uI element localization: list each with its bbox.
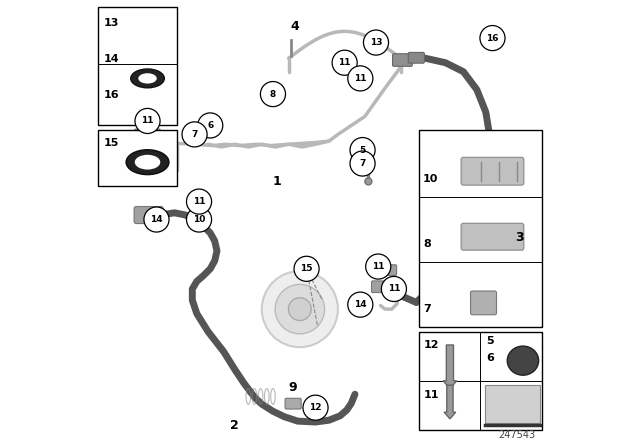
Ellipse shape — [508, 346, 539, 375]
Circle shape — [381, 276, 406, 302]
Text: 15: 15 — [104, 138, 119, 148]
FancyBboxPatch shape — [419, 332, 541, 430]
Circle shape — [348, 292, 373, 317]
Circle shape — [260, 82, 285, 107]
Text: 9: 9 — [289, 380, 297, 394]
Ellipse shape — [131, 69, 164, 88]
Text: 8: 8 — [270, 90, 276, 99]
Text: 16: 16 — [104, 90, 119, 99]
Circle shape — [350, 151, 375, 176]
FancyBboxPatch shape — [99, 130, 177, 186]
Text: 11: 11 — [354, 74, 367, 83]
FancyBboxPatch shape — [134, 207, 163, 224]
Text: 7: 7 — [191, 130, 198, 139]
Circle shape — [480, 26, 505, 51]
FancyArrow shape — [443, 345, 457, 389]
Circle shape — [182, 122, 207, 147]
Text: 247543: 247543 — [499, 431, 536, 440]
Circle shape — [365, 178, 372, 185]
Polygon shape — [485, 385, 540, 423]
FancyBboxPatch shape — [134, 140, 165, 157]
Text: 13: 13 — [370, 38, 382, 47]
Text: 11: 11 — [339, 58, 351, 67]
Circle shape — [186, 189, 212, 214]
Text: 14: 14 — [104, 54, 119, 64]
Text: 11: 11 — [388, 284, 400, 293]
Circle shape — [289, 298, 311, 321]
Text: 7: 7 — [423, 304, 431, 314]
Text: 11: 11 — [193, 197, 205, 206]
Circle shape — [364, 30, 388, 55]
FancyBboxPatch shape — [99, 7, 177, 125]
FancyBboxPatch shape — [381, 265, 397, 276]
FancyBboxPatch shape — [285, 398, 301, 409]
Text: 2: 2 — [230, 419, 239, 432]
FancyBboxPatch shape — [371, 281, 388, 293]
Circle shape — [135, 108, 160, 134]
Ellipse shape — [138, 73, 157, 84]
Ellipse shape — [135, 155, 160, 169]
Text: 14: 14 — [150, 215, 163, 224]
Circle shape — [365, 254, 391, 279]
Text: 12: 12 — [309, 403, 322, 412]
Circle shape — [186, 207, 212, 232]
FancyArrow shape — [444, 385, 456, 419]
Circle shape — [303, 395, 328, 420]
Circle shape — [275, 284, 324, 334]
Text: 11: 11 — [372, 262, 385, 271]
FancyBboxPatch shape — [134, 129, 161, 143]
Text: 7: 7 — [360, 159, 365, 168]
Text: 8: 8 — [423, 239, 431, 249]
Text: 6: 6 — [486, 353, 493, 363]
Circle shape — [332, 50, 357, 75]
FancyBboxPatch shape — [461, 223, 524, 250]
Text: 13: 13 — [104, 18, 119, 28]
Text: 12: 12 — [424, 340, 440, 349]
Text: 10: 10 — [423, 174, 438, 184]
Text: 16: 16 — [486, 34, 499, 43]
Circle shape — [294, 256, 319, 281]
FancyBboxPatch shape — [408, 52, 424, 63]
Text: 1: 1 — [273, 175, 282, 188]
FancyBboxPatch shape — [419, 130, 541, 327]
FancyBboxPatch shape — [461, 157, 524, 185]
Text: 11: 11 — [424, 390, 440, 400]
Text: 15: 15 — [300, 264, 313, 273]
Text: 11: 11 — [141, 116, 154, 125]
FancyBboxPatch shape — [392, 54, 412, 66]
Text: 4: 4 — [291, 20, 300, 34]
FancyBboxPatch shape — [470, 291, 497, 315]
Text: 6: 6 — [207, 121, 213, 130]
Text: 10: 10 — [193, 215, 205, 224]
Text: 5: 5 — [360, 146, 365, 155]
Circle shape — [198, 113, 223, 138]
Circle shape — [144, 207, 169, 232]
Text: 14: 14 — [354, 300, 367, 309]
Circle shape — [348, 66, 373, 91]
Text: 5: 5 — [486, 336, 493, 346]
Circle shape — [262, 271, 338, 347]
Text: 3: 3 — [515, 231, 524, 244]
Ellipse shape — [126, 150, 169, 174]
Circle shape — [350, 138, 375, 163]
